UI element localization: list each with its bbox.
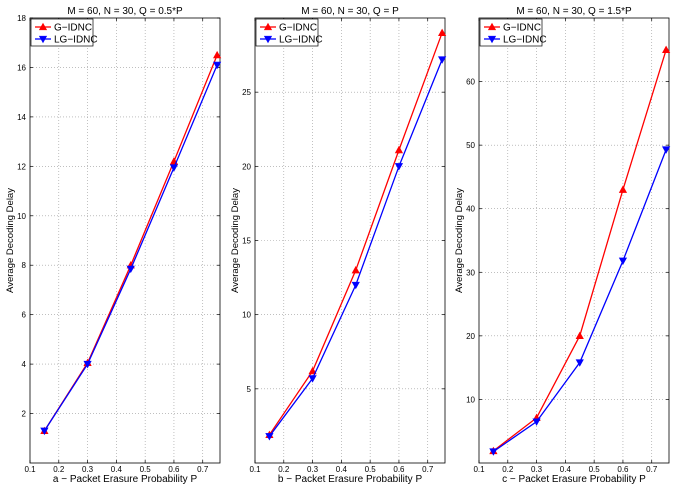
data-point-triangle-up	[351, 265, 360, 274]
axes-frame	[478, 17, 670, 464]
data-point-triangle-up	[263, 22, 273, 31]
data-point-triangle-up	[308, 366, 317, 375]
data-point-triangle-up	[662, 45, 671, 53]
axes-frame	[29, 17, 221, 464]
legend-box	[479, 18, 543, 47]
chart-title: M = 60, N = 30, Q = 1.5*P	[516, 6, 632, 17]
x-tick-label: 0.7	[646, 465, 658, 474]
x-tick-label: 0.7	[422, 465, 434, 474]
y-tick-label: 10	[17, 212, 26, 221]
y-tick-label: 40	[466, 205, 475, 214]
y-tick-label: 16	[17, 63, 26, 72]
y-tick-label: 4	[22, 360, 27, 369]
x-tick-label: 0.6	[393, 465, 405, 474]
data-point-triangle-down	[265, 433, 274, 441]
x-tick-label: 0.5	[140, 465, 152, 474]
legend-box	[255, 18, 319, 47]
data-point-triangle-down	[618, 257, 628, 266]
x-tick-label: 0.3	[531, 465, 543, 474]
y-axis-label: Average Decoding Delay	[454, 188, 465, 293]
legend-label: LG−IDNC	[503, 35, 547, 46]
x-tick-label: 0.1	[249, 465, 261, 474]
legend-label: G−IDNC	[279, 23, 317, 34]
data-point-triangle-down	[487, 35, 497, 44]
y-tick-label: 8	[22, 261, 27, 270]
legend-label: LG−IDNC	[279, 35, 323, 46]
y-tick-label: 10	[242, 311, 251, 320]
y-tick-label: 14	[17, 113, 26, 122]
chart-panel-1: 0.1 0.2 0.3 0.4 0.5 0.6 0.7 2 4 6 8 10 12 14 16 18 M = 6…	[5, 6, 222, 484]
y-tick-label: 50	[466, 141, 475, 150]
data-point-triangle-down	[575, 359, 584, 367]
x-tick-label: 0.5	[365, 465, 377, 474]
data-point-triangle-up	[618, 185, 628, 193]
x-tick-label: 0.4	[336, 465, 348, 474]
y-axis-label: Average Decoding Delay	[5, 188, 16, 293]
data-point-triangle-up	[213, 50, 222, 59]
data-point-triangle-up	[394, 145, 404, 154]
y-tick-label: 5	[247, 385, 252, 394]
chart-title: M = 60, N = 30, Q = P	[301, 6, 399, 17]
x-tick-label: 0.2	[278, 465, 290, 474]
y-tick-label: 18	[17, 14, 26, 23]
data-point-triangle-down	[394, 163, 404, 171]
data-point-triangle-down	[169, 164, 179, 172]
data-point-triangle-down	[83, 360, 92, 369]
x-tick-label: 0.3	[307, 465, 319, 474]
y-tick-label: 60	[466, 78, 475, 87]
data-point-triangle-down	[126, 265, 135, 274]
chart-title: M = 60, N = 30, Q = 0.5*P	[67, 6, 183, 17]
x-tick-label: 0.4	[111, 465, 123, 474]
x-tick-label: 0.2	[53, 465, 65, 474]
data-point-triangle-down	[662, 146, 671, 154]
x-tick-label: 0.3	[82, 465, 94, 474]
data-point-triangle-up	[38, 22, 48, 31]
x-tick-label: 0.1	[473, 465, 485, 474]
data-point-triangle-down	[308, 375, 317, 383]
legend-label: G−IDNC	[54, 23, 92, 34]
y-tick-label: 2	[22, 410, 27, 419]
x-tick-label: 0.1	[24, 465, 36, 474]
y-tick-label: 15	[242, 237, 251, 246]
chart-panel-3: 0.1 0.2 0.3 0.4 0.5 0.6 0.7 10 20 30 40 50 60 M = 60,…	[454, 6, 671, 484]
legend-box	[30, 18, 94, 47]
x-axis-label: a − Packet Erasure Probability P	[53, 474, 198, 484]
x-axis-label: b − Packet Erasure Probability P	[278, 474, 423, 484]
data-point-triangle-down	[213, 61, 222, 70]
data-point-triangle-up	[438, 28, 447, 37]
data-point-triangle-down	[438, 56, 447, 64]
plot-area	[30, 18, 220, 463]
data-point-triangle-down	[40, 427, 49, 436]
y-tick-label: 25	[242, 88, 251, 97]
data-point-triangle-down	[489, 448, 498, 456]
y-tick-label: 12	[17, 162, 26, 171]
x-tick-label: 0.5	[589, 465, 601, 474]
x-tick-label: 0.6	[168, 465, 180, 474]
y-axis-label: Average Decoding Delay	[230, 188, 241, 293]
data-point-triangle-down	[38, 35, 48, 44]
x-tick-label: 0.4	[560, 465, 572, 474]
legend-label: LG−IDNC	[54, 35, 98, 46]
y-tick-label: 20	[242, 162, 251, 171]
data-point-triangle-up	[575, 331, 584, 340]
x-tick-label: 0.2	[502, 465, 514, 474]
y-tick-label: 10	[466, 395, 475, 404]
y-tick-label: 6	[22, 311, 27, 320]
data-point-triangle-up	[487, 22, 497, 31]
data-point-triangle-down	[263, 35, 273, 44]
x-tick-label: 0.6	[617, 465, 629, 474]
legend-label: G−IDNC	[503, 23, 541, 34]
plot-area	[255, 18, 445, 463]
data-point-triangle-down	[351, 281, 360, 290]
x-tick-label: 0.7	[197, 465, 209, 474]
y-tick-label: 30	[466, 268, 475, 277]
chart-panel-2: 0.1 0.2 0.3 0.4 0.5 0.6 0.7 5 10 15 20 25 M = 60, N …	[230, 6, 447, 484]
plot-area	[479, 18, 669, 463]
x-axis-label: c − Packet Erasure Probability P	[502, 474, 646, 484]
y-tick-label: 20	[466, 332, 475, 341]
data-point-triangle-down	[532, 418, 541, 426]
